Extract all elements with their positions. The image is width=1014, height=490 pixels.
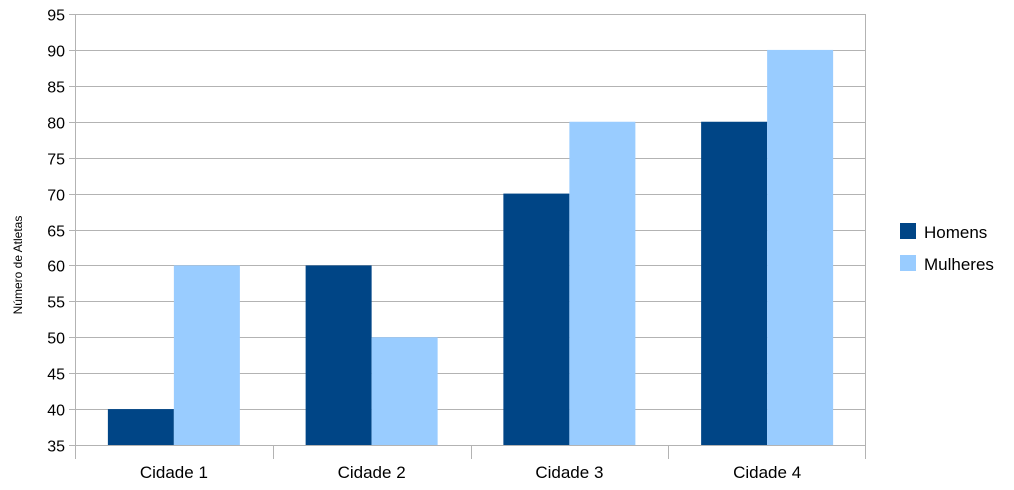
y-tick-label: 90 bbox=[47, 44, 65, 61]
x-tick-labels: Cidade 1 Cidade 2 Cidade 3 Cidade 4 bbox=[140, 463, 801, 482]
y-tick-label: 70 bbox=[47, 188, 65, 205]
bar-mulheres-3 bbox=[569, 121, 636, 445]
x-tick-label: Cidade 3 bbox=[535, 463, 603, 482]
x-tick-label: Cidade 1 bbox=[140, 463, 208, 482]
legend-label-homens: Homens bbox=[924, 223, 987, 242]
bar-homens-2 bbox=[305, 265, 372, 445]
y-tick-label: 55 bbox=[47, 295, 65, 312]
legend-label-mulheres: Mulheres bbox=[924, 255, 994, 274]
y-tick-label: 60 bbox=[47, 259, 65, 276]
x-tick-label: Cidade 2 bbox=[338, 463, 406, 482]
y-tick-labels: 35 40 45 50 55 60 65 70 75 80 85 90 95 bbox=[47, 8, 65, 456]
y-tick-label: 75 bbox=[47, 152, 65, 169]
legend: Homens Mulheres bbox=[900, 223, 994, 274]
y-tick-label: 95 bbox=[47, 8, 65, 25]
y-tick-label: 85 bbox=[47, 80, 65, 97]
y-axis-title: Número de Atletas bbox=[11, 216, 25, 315]
bar-homens-3 bbox=[503, 193, 570, 445]
x-tick-label: Cidade 4 bbox=[733, 463, 801, 482]
y-tick-label: 40 bbox=[47, 403, 65, 420]
bar-mulheres-2 bbox=[371, 337, 438, 445]
y-tick-label: 35 bbox=[47, 439, 65, 456]
bars bbox=[107, 49, 834, 446]
y-tick-label: 65 bbox=[47, 224, 65, 241]
bar-homens-1 bbox=[107, 409, 174, 445]
legend-swatch-mulheres bbox=[900, 255, 916, 271]
axes bbox=[69, 14, 866, 459]
legend-swatch-homens bbox=[900, 223, 916, 239]
y-tick-label: 80 bbox=[47, 116, 65, 133]
bar-mulheres-4 bbox=[767, 49, 834, 446]
y-tick-label: 50 bbox=[47, 331, 65, 348]
bar-homens-4 bbox=[701, 121, 768, 445]
bar-mulheres-1 bbox=[173, 265, 240, 445]
y-tick-label: 45 bbox=[47, 367, 65, 384]
